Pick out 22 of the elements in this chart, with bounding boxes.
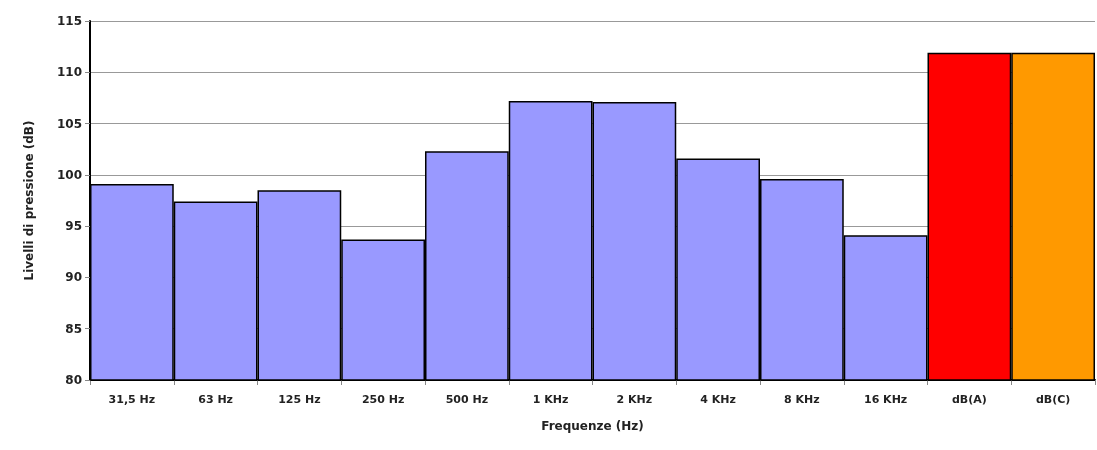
x-tick-label: 16 KHz xyxy=(863,393,908,406)
y-tick-label: 90 xyxy=(65,270,82,285)
y-tick-label: 110 xyxy=(56,65,82,80)
y-tick-label: 115 xyxy=(56,14,82,28)
x-tick-label: 31,5 Hz xyxy=(108,393,156,406)
y-tick-label: 80 xyxy=(65,373,82,387)
y-tick-label: 105 xyxy=(56,116,82,131)
x-tick-label: 8 KHz xyxy=(784,393,820,406)
x-tick-label: 63 Hz xyxy=(198,393,233,406)
y-axis-title: Livelli di pressione (dB) xyxy=(22,120,36,281)
y-tick-label: 100 xyxy=(56,167,82,182)
x-tick-label: 125 Hz xyxy=(278,393,321,406)
x-tick-label: 250 Hz xyxy=(361,393,405,406)
y-tick-label: 85 xyxy=(65,321,82,336)
x-tick-label: dB(A) xyxy=(951,393,987,406)
x-tick-label: 4 KHz xyxy=(700,393,736,406)
x-tick-label: 2 KHz xyxy=(616,393,653,406)
x-tick-label: 500 Hz xyxy=(445,393,489,406)
x-axis-title: Frequenze (Hz) xyxy=(541,419,644,433)
y-tick-label: 95 xyxy=(65,219,82,234)
x-tick-label: dB(C) xyxy=(1035,393,1071,406)
x-tick-label: 1 KHz xyxy=(532,393,569,406)
